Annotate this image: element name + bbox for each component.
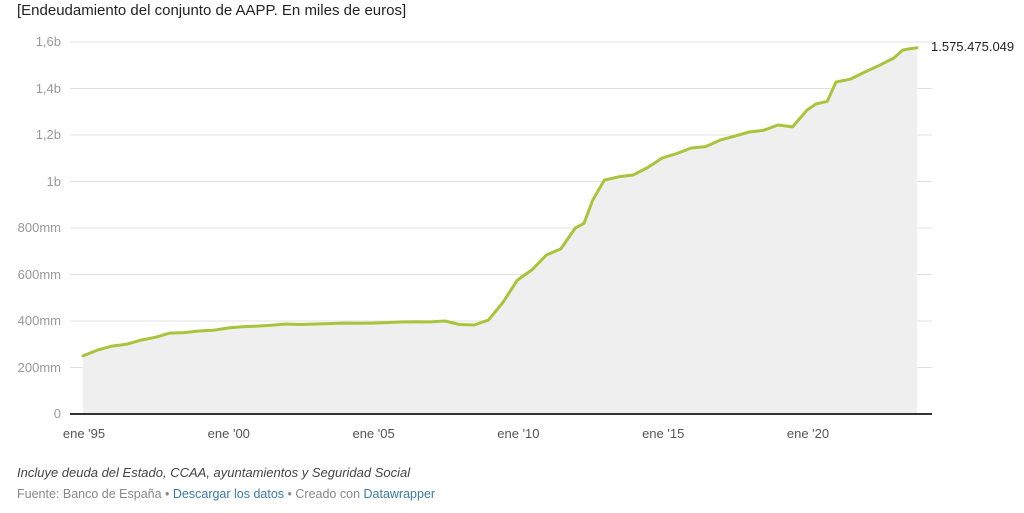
chart-notes: Incluye deuda del Estado, CCAA, ayuntami… bbox=[17, 465, 411, 480]
separator: • bbox=[161, 487, 173, 501]
area-fill bbox=[83, 47, 917, 415]
x-tick-label: ene '10 bbox=[497, 426, 540, 441]
data-line bbox=[81, 46, 919, 358]
chart-title: [Endeudamiento del conjunto de AAPP. En … bbox=[17, 2, 407, 19]
x-tick-label: ene '20 bbox=[786, 426, 830, 441]
y-tick-label: 800mm bbox=[17, 220, 61, 235]
created-with-text: Creado con bbox=[295, 487, 364, 501]
y-tick-label: 0 bbox=[53, 406, 61, 421]
y-tick-label: 1b bbox=[46, 173, 61, 189]
download-data-link[interactable]: Descargar los datos bbox=[172, 487, 285, 501]
datawrapper-link[interactable]: Datawrapper bbox=[363, 487, 436, 501]
x-tick-label: ene '00 bbox=[207, 426, 250, 441]
chart-footer: Fuente: Banco de España • Descargar los … bbox=[17, 487, 435, 501]
y-tick-label: 1,4b bbox=[35, 80, 61, 96]
end-value-label: 1.575.475.049 bbox=[931, 39, 1015, 54]
x-tick-label: ene '95 bbox=[62, 426, 106, 441]
x-tick-label: ene '15 bbox=[642, 426, 685, 441]
y-tick-label: 400mm bbox=[17, 313, 61, 328]
x-tick-label: ene '05 bbox=[352, 426, 395, 441]
source-text: Fuente: Banco de España bbox=[17, 487, 162, 501]
y-tick-label: 1,2b bbox=[35, 127, 61, 142]
y-tick-label: 1,6b bbox=[35, 34, 61, 49]
y-tick-label: 600mm bbox=[17, 266, 61, 282]
y-tick-label: 200mm bbox=[17, 359, 61, 375]
separator: • bbox=[284, 487, 296, 501]
